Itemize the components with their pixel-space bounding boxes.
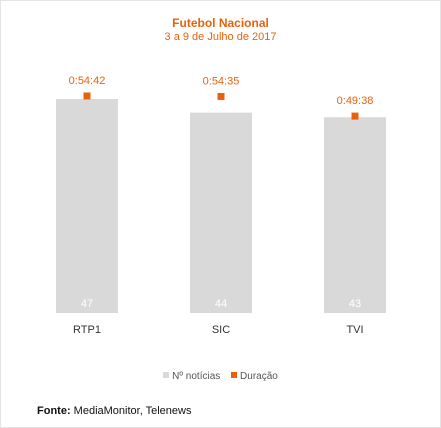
legend-swatch-duration — [231, 372, 238, 378]
legend-item-duration[interactable]: Duração — [231, 371, 278, 382]
source-note: Fonte: MediaMonitor, Telenews — [37, 405, 191, 417]
legend-label-count: Nº notícias — [172, 371, 221, 382]
count-label-tvi: 43 — [349, 298, 361, 310]
source-text: MediaMonitor, Telenews — [70, 405, 192, 417]
count-label-rtp1: 47 — [81, 298, 93, 310]
source-label: Fonte: — [37, 405, 71, 417]
chart-title: Futebol Nacional — [172, 16, 269, 30]
category-label-sic: SIC — [212, 324, 230, 336]
bar-rtp1 — [56, 99, 118, 313]
category-label-tvi: TVI — [346, 324, 363, 336]
duration-label-sic: 0:54:35 — [203, 75, 240, 87]
duration-marker-rtp1 — [83, 92, 91, 100]
bar-sic — [190, 112, 252, 313]
chart-subtitle: 3 a 9 de Julho de 2017 — [164, 31, 277, 43]
duration-marker-sic — [217, 92, 225, 100]
duration-label-tvi: 0:49:38 — [337, 95, 374, 107]
category-label-rtp1: RTP1 — [73, 324, 101, 336]
duration-label-rtp1: 0:54:42 — [69, 75, 106, 87]
legend-swatch-count — [163, 372, 170, 378]
legend: Nº notícias Duração — [0, 371, 441, 382]
count-label-sic: 44 — [215, 298, 227, 310]
legend-label-duration: Duração — [240, 371, 278, 382]
legend-item-count[interactable]: Nº notícias — [163, 371, 220, 382]
bar-tvi — [324, 117, 386, 313]
duration-marker-tvi — [351, 112, 359, 120]
